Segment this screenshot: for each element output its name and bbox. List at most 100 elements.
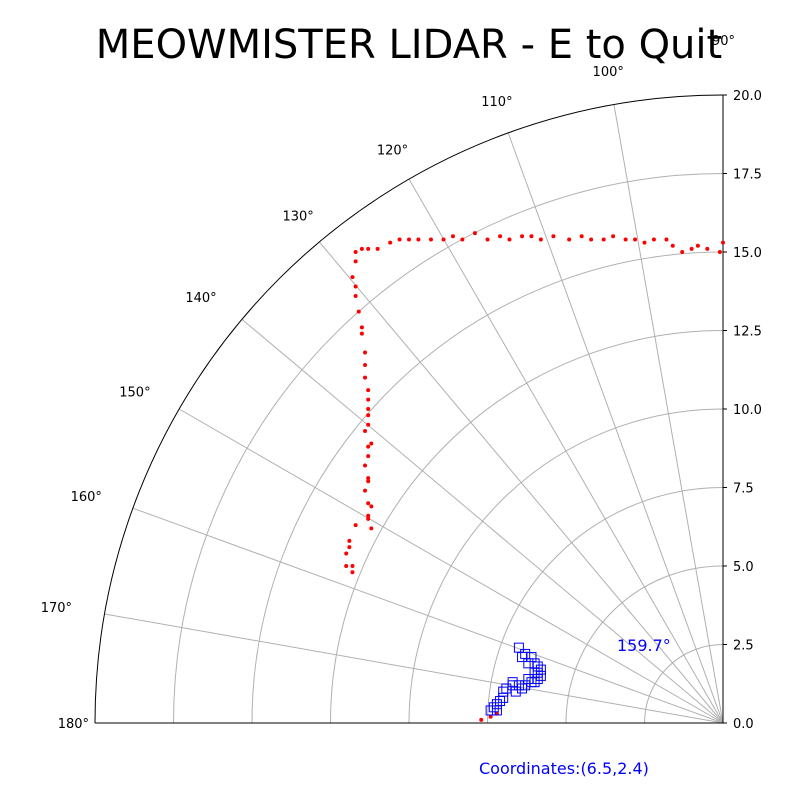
r-tick-label: 17.5 — [733, 168, 762, 183]
theta-tick-label: 100° — [593, 65, 624, 80]
scan-point — [366, 501, 371, 506]
scan-point — [479, 717, 484, 722]
r-tick-label: 12.5 — [733, 325, 762, 340]
scan-point — [407, 237, 411, 242]
scan-point — [366, 444, 371, 449]
target-marker — [517, 652, 528, 663]
scan-point — [344, 551, 349, 556]
target-marker — [529, 667, 540, 678]
scan-point — [529, 234, 534, 239]
scan-point — [359, 325, 364, 330]
scan-point — [366, 397, 371, 402]
scan-point — [460, 237, 465, 242]
scan-point — [664, 237, 669, 242]
target-marker — [523, 674, 534, 685]
scan-point — [350, 564, 355, 568]
scan-point — [353, 284, 358, 289]
scan-point — [366, 479, 371, 484]
target-marker — [517, 683, 528, 694]
scan-point — [717, 250, 722, 254]
r-tick-label: 10.0 — [733, 403, 762, 418]
theta-tick-label: 180° — [58, 717, 89, 732]
scan-point — [507, 237, 512, 242]
scan-point — [366, 513, 371, 518]
scan-point — [353, 259, 358, 264]
grid-spoke — [178, 408, 724, 724]
theta-tick-label: 160° — [71, 490, 102, 505]
coordinates-readout: Coordinates:(6.5,2.4) — [479, 759, 649, 778]
theta-tick-label: 110° — [481, 95, 512, 110]
scan-point — [520, 234, 525, 239]
scan-point — [366, 454, 371, 459]
grid-circle — [644, 644, 724, 724]
scan-point — [363, 428, 368, 433]
scan-point — [353, 250, 358, 254]
target-marker — [498, 692, 509, 703]
target-marker — [535, 664, 546, 675]
scan-point — [366, 476, 371, 481]
target-marker — [532, 667, 543, 678]
scan-point — [353, 523, 358, 528]
grid-spoke — [613, 104, 724, 724]
theta-tick-label: 150° — [119, 386, 150, 401]
target-marker — [513, 680, 524, 691]
target-marker — [491, 699, 502, 710]
scan-point — [347, 538, 352, 543]
grid-circle — [251, 251, 724, 724]
grid-circle — [173, 173, 724, 724]
theta-tick-label: 130° — [282, 210, 313, 225]
scan-point — [633, 237, 638, 242]
r-tick-label: 20.0 — [733, 89, 762, 104]
target-marker — [491, 705, 502, 716]
scan-point — [551, 234, 556, 239]
scan-point — [567, 237, 572, 242]
scan-point — [366, 246, 371, 251]
grid-spoke — [132, 507, 724, 724]
scan-point — [366, 516, 371, 521]
scan-point — [450, 234, 455, 239]
scan-point — [485, 237, 490, 242]
scan-point — [375, 246, 380, 251]
scan-point — [428, 237, 433, 242]
scan-point — [369, 441, 374, 446]
scan-point — [623, 237, 628, 242]
scan-point — [369, 504, 374, 509]
target-marker — [529, 677, 540, 688]
scan-point — [601, 237, 606, 242]
scan-point — [366, 422, 371, 427]
theta-tick-label: 140° — [185, 291, 216, 306]
r-tick-label: 5.0 — [733, 560, 754, 575]
scan-point — [350, 570, 355, 575]
scan-point — [359, 331, 364, 336]
scan-point — [363, 350, 368, 355]
scan-point — [642, 240, 647, 245]
scan-point — [397, 237, 402, 242]
theta-tick-label: 170° — [41, 601, 72, 616]
r-tick-label: 15.0 — [733, 246, 762, 261]
target-marker — [485, 705, 496, 716]
scan-point — [579, 234, 584, 239]
scan-point — [353, 293, 358, 298]
target-marker — [529, 658, 540, 669]
scan-point — [369, 526, 374, 531]
scan-point — [670, 243, 675, 248]
scan-point — [689, 246, 694, 251]
grid-circle — [330, 330, 724, 724]
target-marker — [488, 702, 499, 713]
scan-point — [366, 388, 371, 393]
outer-arc — [94, 94, 724, 724]
theta-tick-label: 90° — [712, 34, 735, 49]
target-marker — [532, 661, 543, 672]
scan-point — [695, 243, 700, 248]
scan-point — [363, 375, 368, 380]
target-marker — [523, 658, 534, 669]
grid-spoke — [104, 613, 724, 724]
target-marker — [495, 696, 506, 707]
scan-point — [344, 564, 349, 568]
target-marker — [526, 677, 537, 688]
scan-point — [388, 240, 393, 245]
chart-title: MEOWMISTER LIDAR - E to Quit — [95, 22, 723, 68]
scan-point — [611, 234, 616, 239]
grid-spoke — [507, 132, 724, 724]
